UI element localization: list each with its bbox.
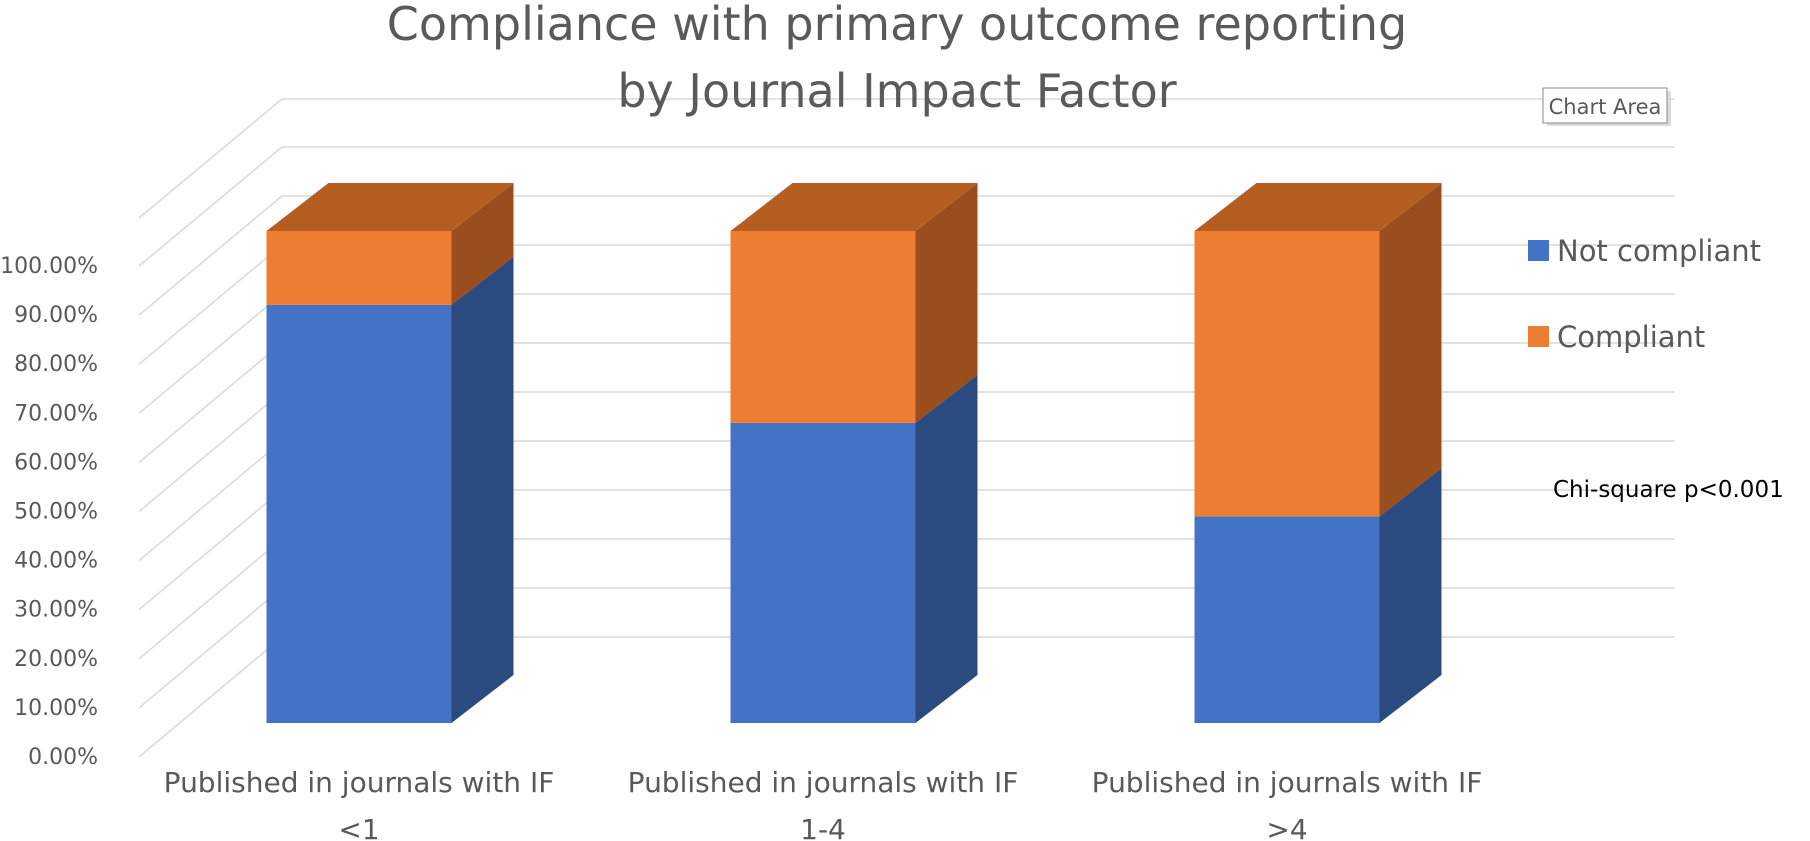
bar-compliant-2 — [730, 231, 916, 423]
y-tick-label: 50.00% — [14, 500, 98, 525]
bar-not-compliant-3 — [1194, 516, 1380, 723]
gridline-diagonal — [138, 195, 283, 316]
gridline-diagonal — [138, 146, 283, 267]
y-tick-label: 100.00% — [0, 254, 98, 279]
bar-side-compliant-3 — [1379, 183, 1442, 517]
annotation-chi-square: Chi-square p<0.001 — [1553, 477, 1784, 503]
y-tick-label: 70.00% — [14, 401, 98, 426]
bar-top-2 — [730, 183, 978, 231]
gridlines — [138, 98, 1675, 758]
y-axis: 0.00% 10.00% 20.00% 30.00% 40.00% 50.00% 60.00… — [0, 254, 98, 770]
x-category-label-3-line-1: Published in journals with IF — [1092, 766, 1483, 799]
y-tick-label: 30.00% — [14, 598, 98, 623]
gridline-diagonal — [138, 538, 283, 660]
legend-label-not-compliant: Not compliant — [1557, 234, 1761, 268]
x-category-label-1-line-2: <1 — [338, 813, 379, 841]
y-tick-label: 80.00% — [14, 352, 98, 377]
chart-area-tag-label: Chart Area — [1549, 95, 1662, 119]
x-category-label-1-line-1: Published in journals with IF — [164, 766, 555, 799]
chart-title-line-1: Compliance with primary outcome reportin… — [387, 0, 1407, 51]
bar-top-3 — [1194, 183, 1442, 231]
x-axis: Published in journals with IF <1 Published… — [164, 766, 1483, 841]
bar-not-compliant-1 — [266, 304, 452, 723]
gridline-diagonal — [138, 244, 283, 365]
x-category-label-2-line-2: 1-4 — [800, 813, 846, 841]
gridline-diagonal — [138, 293, 283, 414]
gridline-diagonal — [138, 587, 283, 709]
y-tick-label: 60.00% — [14, 450, 98, 475]
bar-not-compliant-2 — [730, 422, 916, 723]
gridline-diagonal — [138, 440, 283, 562]
x-category-label-2-line-1: Published in journals with IF — [628, 766, 1019, 799]
bar-side-compliant-2 — [915, 183, 978, 423]
bar-side-not-compliant-1 — [451, 256, 514, 723]
y-tick-label: 40.00% — [14, 549, 98, 574]
bar-compliant-3 — [1194, 231, 1380, 517]
legend-label-compliant: Compliant — [1557, 320, 1705, 354]
legend: Not compliant Compliant — [1528, 234, 1761, 354]
bar-side-compliant-1 — [451, 183, 514, 305]
y-tick-label: 90.00% — [14, 303, 98, 328]
gridline-diagonal — [138, 636, 283, 758]
gridline-diagonal — [138, 391, 283, 513]
bars — [266, 183, 1442, 723]
y-tick-label: 10.00% — [14, 696, 98, 721]
gridline-diagonal — [138, 342, 283, 463]
chart-area-tag[interactable]: Chart Area — [1542, 87, 1671, 126]
bar-side-not-compliant-3 — [1379, 468, 1442, 723]
bar-top-1 — [266, 183, 514, 231]
legend-swatch-compliant — [1528, 326, 1549, 347]
y-tick-label: 20.00% — [14, 647, 98, 672]
y-tick-label: 0.00% — [28, 745, 98, 770]
bar-side-not-compliant-2 — [915, 374, 978, 723]
chart-title-line-2: by Journal Impact Factor — [617, 64, 1176, 118]
bar-compliant-1 — [266, 231, 452, 305]
legend-swatch-not-compliant — [1528, 240, 1549, 261]
gridline-diagonal — [138, 489, 283, 611]
gridline-diagonal — [138, 98, 283, 219]
x-category-label-3-line-2: >4 — [1266, 813, 1307, 841]
